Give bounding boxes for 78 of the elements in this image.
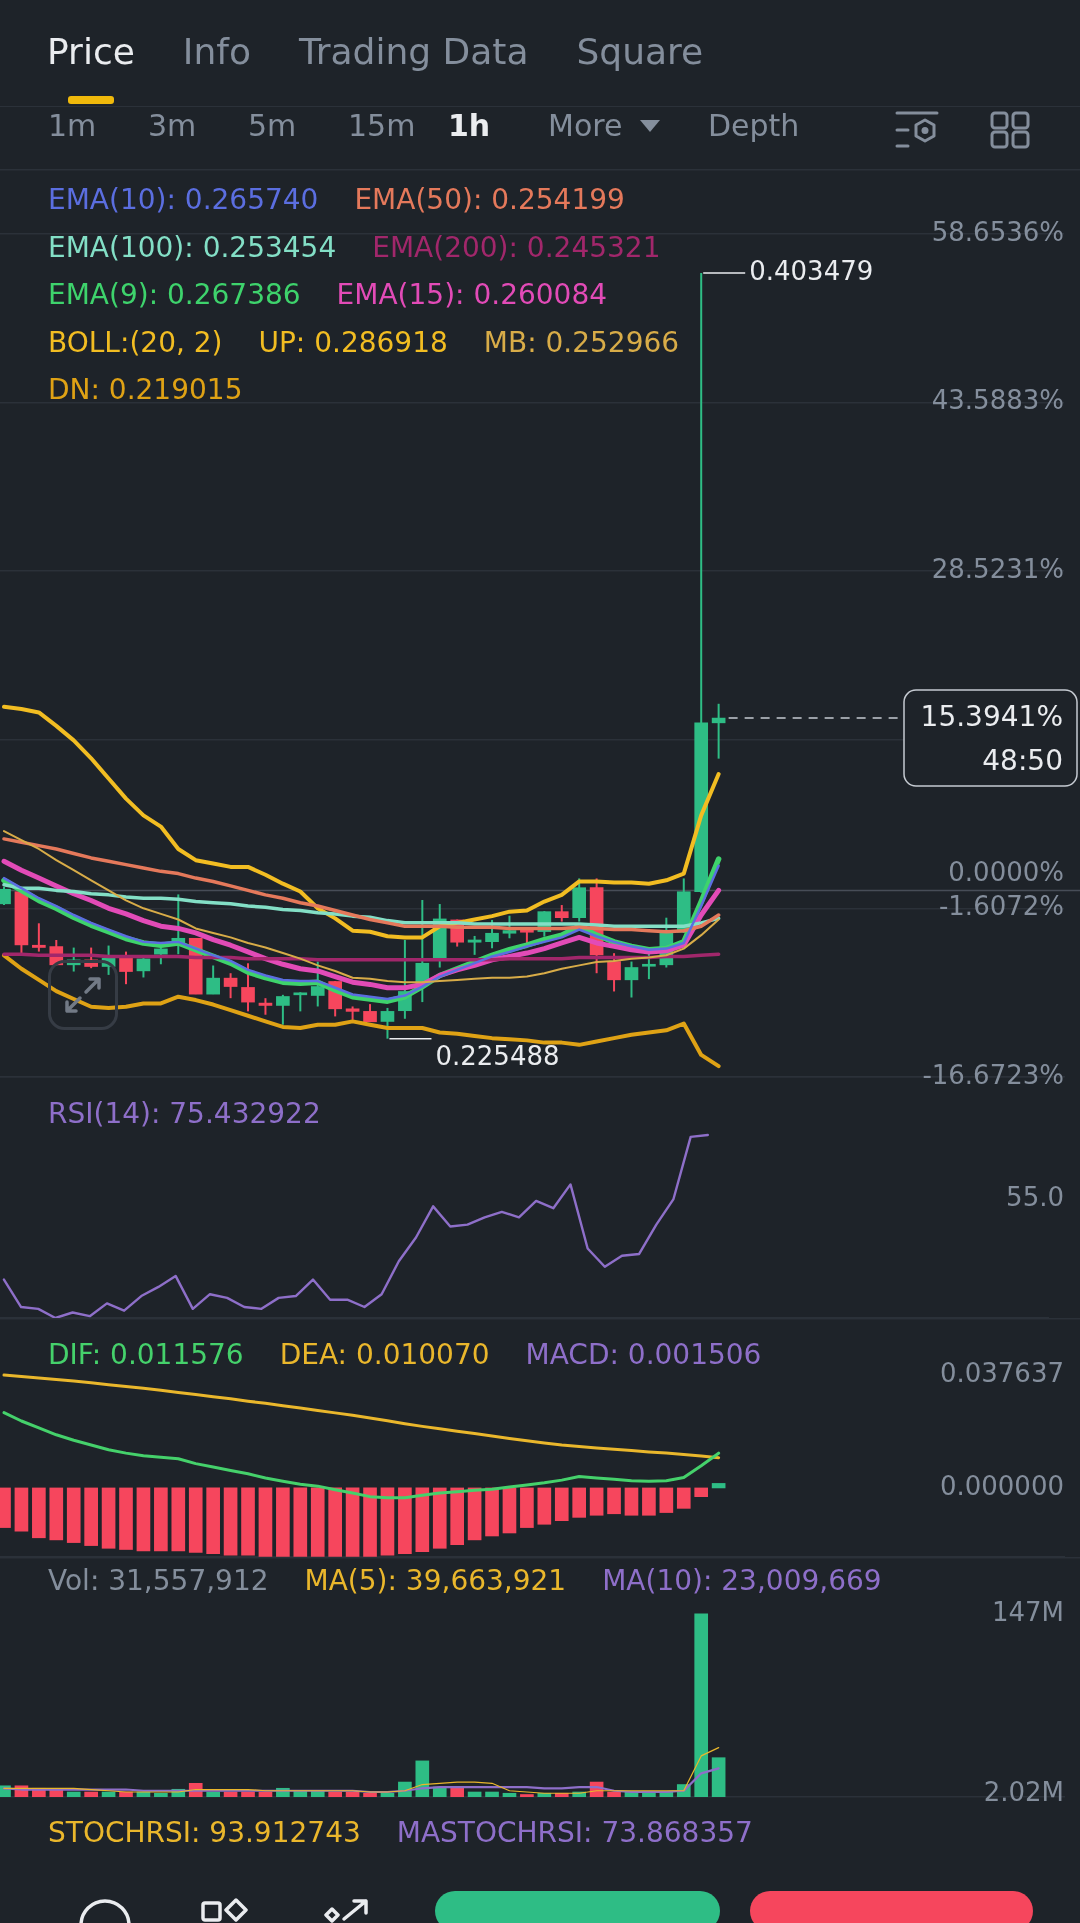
- bar: [206, 1791, 220, 1797]
- text: 1m: [48, 107, 97, 145]
- bar: [363, 1792, 377, 1797]
- text: MA(5): 39,663,921: [304, 1563, 567, 1599]
- text: EMA(50): 0.254199: [354, 182, 625, 218]
- candlestick: [223, 972, 238, 1000]
- candlestick: [624, 960, 639, 999]
- text: 48:50: [982, 744, 1063, 778]
- bar: [450, 1787, 465, 1797]
- bar: [415, 1760, 430, 1797]
- bar: [520, 1794, 534, 1797]
- text: 15m: [348, 107, 416, 145]
- text: DN: 0.219015: [48, 372, 243, 408]
- bar: [502, 1792, 517, 1797]
- text: RSI(14): 75.432922: [48, 1096, 321, 1132]
- ref-line-label: 0.0000%: [948, 857, 1064, 888]
- text: Trading Data: [298, 30, 529, 74]
- bar: [84, 1791, 98, 1797]
- y-tick-label: 0.037637: [939, 1357, 1064, 1388]
- bar: [380, 1792, 395, 1797]
- series-label: DEA: 0.010070: [279, 1337, 490, 1373]
- bar: [642, 1792, 656, 1797]
- text: 5m: [248, 107, 297, 145]
- candlestick: [380, 1006, 395, 1040]
- candlestick: [206, 964, 220, 996]
- candlestick: [502, 914, 517, 940]
- bar: [694, 1613, 709, 1797]
- text: MB: 0.252966: [483, 324, 680, 361]
- text: 3m: [148, 107, 197, 145]
- candlestick: [32, 922, 46, 953]
- annotation: MACD: 0.001506: [525, 1337, 762, 1373]
- candlestick: [241, 962, 255, 1013]
- candlestick: [293, 991, 308, 1013]
- y-tick-label: 58.6536%: [931, 216, 1064, 247]
- y-tick-label: -16.6723%: [922, 1059, 1064, 1090]
- y-tick-label: 0.000000: [939, 1470, 1064, 1501]
- candlestick: [136, 956, 151, 979]
- text: EMA(9): 0.267386: [48, 277, 301, 313]
- ref-line-label: 15.3941%: [920, 700, 1063, 734]
- y-tick-label: -1.6072%: [938, 891, 1064, 922]
- text: EMA(15): 0.260084: [336, 277, 608, 313]
- text: 55.0: [1006, 1181, 1064, 1212]
- annotation: 0.225488: [435, 1041, 560, 1072]
- legend-title: BOLL:(20, 2): [48, 324, 223, 361]
- candlestick: [485, 918, 499, 950]
- legend-label: STOCHRSI: 93.912743: [48, 1815, 361, 1851]
- bar: [66, 1791, 81, 1797]
- text: Depth: [708, 107, 800, 145]
- bar: [328, 1791, 342, 1797]
- text: More: [548, 107, 623, 145]
- candlestick: [607, 952, 621, 993]
- bar: [711, 1757, 726, 1797]
- y-tick-label: 43.5883%: [931, 385, 1064, 416]
- bar: [607, 1791, 621, 1797]
- candlestick: [642, 952, 656, 981]
- bar: [241, 1791, 255, 1797]
- text: 1h: [448, 107, 491, 145]
- annotation: Vol: 31,557,912: [48, 1563, 269, 1599]
- bar: [154, 1792, 168, 1797]
- text: DIF: 0.011576: [48, 1337, 244, 1373]
- y-tick-label: 28.5231%: [931, 553, 1064, 584]
- candlestick: [467, 934, 482, 956]
- candlestick: [276, 993, 290, 1026]
- text: 0.403479: [749, 255, 874, 286]
- text: Square: [576, 30, 704, 74]
- text: EMA(200): 0.245321: [372, 229, 661, 266]
- text: Price: [47, 30, 135, 74]
- text: UP: 0.286918: [258, 324, 448, 361]
- text: EMA(100): 0.253454: [48, 229, 337, 266]
- text: Info: [182, 30, 251, 74]
- candlestick: [310, 960, 325, 1008]
- y-tick-label: 2.02M: [983, 1777, 1064, 1808]
- text: EMA(10): 0.265740: [48, 182, 319, 218]
- legend-label: MASTOCHRSI: 73.868357: [396, 1815, 753, 1851]
- candlestick: [119, 950, 133, 986]
- bar: [485, 1791, 499, 1797]
- text: MA(10): 23,009,669: [602, 1563, 882, 1599]
- y-tick-label: 147M: [991, 1596, 1064, 1627]
